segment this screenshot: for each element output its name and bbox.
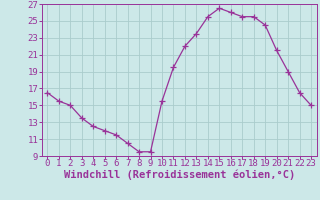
X-axis label: Windchill (Refroidissement éolien,°C): Windchill (Refroidissement éolien,°C) — [64, 170, 295, 180]
